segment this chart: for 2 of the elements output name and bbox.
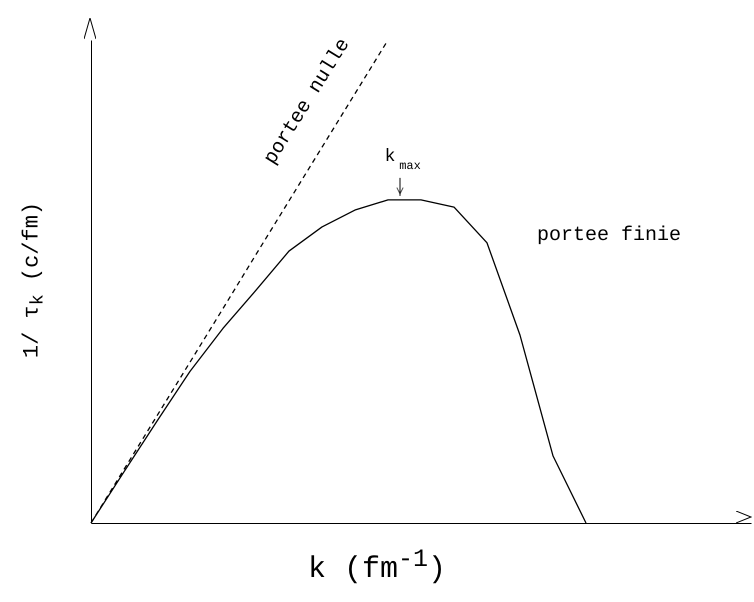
x-axis-title: k (fm$^{-1}$): [306, 545, 448, 587]
text: portee finie: [536, 224, 682, 247]
